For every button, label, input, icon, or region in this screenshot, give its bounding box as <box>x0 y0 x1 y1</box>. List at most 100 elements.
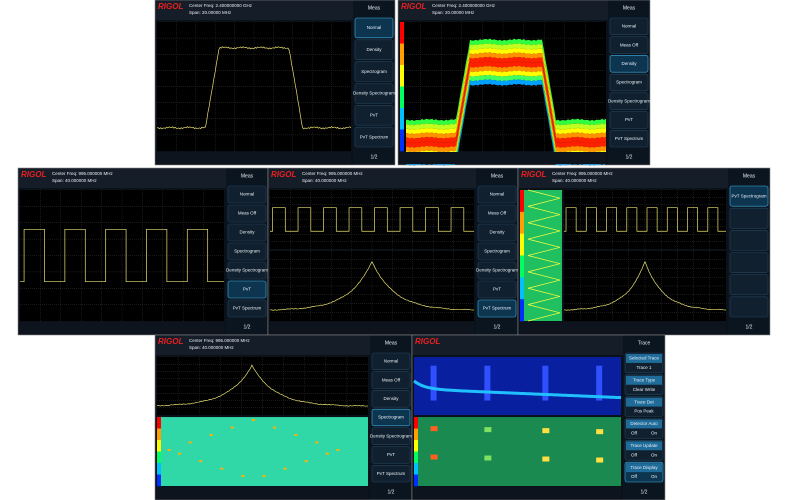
spectrogram-dot <box>199 460 203 463</box>
menu-label: Normal <box>367 25 382 30</box>
menu-button[interactable] <box>371 371 411 389</box>
menu-title: Meas <box>743 173 756 179</box>
menu-button[interactable] <box>371 427 411 445</box>
span: Span: 40.000000 MHz <box>52 178 98 183</box>
center-freq: Center Freq: 995.000000 MHz <box>302 171 364 176</box>
menu-label: Meas Off <box>488 211 507 216</box>
menu-button[interactable] <box>227 299 267 318</box>
menu-button[interactable] <box>371 390 411 408</box>
menu-button[interactable] <box>477 204 517 223</box>
menu-sub-bg <box>626 441 662 451</box>
spectrum-trace <box>156 364 369 407</box>
center-freq: Center Freq: 995.000000 MHz <box>552 171 614 176</box>
menu-sub-label: Detector Auto <box>630 421 658 426</box>
page-indicator: 1/2 <box>641 489 648 495</box>
menu-button[interactable] <box>729 230 769 251</box>
menu-button[interactable] <box>371 408 411 427</box>
menu-button[interactable] <box>477 299 517 318</box>
menu-label: PvT <box>625 117 633 122</box>
spectrogram-dot <box>336 448 340 451</box>
menu-button[interactable] <box>227 280 267 299</box>
menu-button[interactable] <box>477 185 517 204</box>
spectrogram <box>414 417 621 486</box>
menu-sub-label: Trace Update <box>630 443 658 448</box>
header-bar <box>268 168 476 188</box>
spectrogram-pattern <box>527 189 561 322</box>
menu-button[interactable] <box>609 129 649 148</box>
menu-button[interactable] <box>354 39 394 60</box>
menu-button[interactable] <box>227 185 267 204</box>
menu-label: Spectrogram <box>234 249 260 254</box>
menu-button[interactable] <box>354 61 394 82</box>
page-indicator: 1/2 <box>244 324 251 330</box>
menu-label: PvT <box>493 287 501 292</box>
menu-sub-bg <box>626 463 662 473</box>
menu-label: Density <box>239 230 255 235</box>
menu-button[interactable] <box>729 296 769 318</box>
spectrogram-dot <box>325 452 329 455</box>
menu-button[interactable] <box>354 17 394 39</box>
menu-button[interactable] <box>477 223 517 242</box>
menu-title: Meas <box>491 173 504 179</box>
menu-button[interactable] <box>609 55 649 73</box>
menu-label: Normal <box>622 24 637 29</box>
menu-button[interactable] <box>729 207 769 229</box>
menu-label: Density <box>383 396 399 401</box>
menu-button[interactable] <box>609 17 649 36</box>
menu-button[interactable] <box>371 464 411 483</box>
color-bar <box>157 463 161 475</box>
menu-button[interactable] <box>227 204 267 223</box>
menu-label: PvT Spectrum <box>360 134 389 139</box>
menu-label: PvT Spectrum <box>615 136 644 141</box>
menu-button[interactable] <box>609 73 649 92</box>
menu-button[interactable] <box>477 280 517 299</box>
menu-sub-label: Trace Display <box>630 465 658 470</box>
menu-button[interactable] <box>609 36 649 54</box>
menu-option: Off <box>631 431 638 436</box>
logo: RIGOL <box>415 337 440 346</box>
menu-option: On <box>651 474 658 479</box>
menu-button[interactable] <box>477 261 517 280</box>
menu-button[interactable] <box>729 252 769 273</box>
menu-button[interactable] <box>371 446 411 464</box>
menu-sub-label: Trace Type <box>633 377 656 382</box>
menu-button[interactable] <box>477 242 517 261</box>
menu-button[interactable] <box>354 105 394 126</box>
menu-value: Clear Write <box>633 387 656 392</box>
footer-bar <box>520 322 726 334</box>
header-bar <box>155 0 353 20</box>
analyzer-screen: RIGOL Center Freq: 2.400000000 GHz Span: 2… <box>154 0 396 166</box>
menu-button[interactable] <box>609 111 649 129</box>
menu-label: PvT Spectrum <box>483 306 512 311</box>
menu-button[interactable] <box>354 83 394 104</box>
menu-button[interactable] <box>227 261 267 280</box>
color-bar <box>400 22 404 44</box>
logo: RIGOL <box>21 170 46 179</box>
spectrogram-block <box>596 429 604 435</box>
menu-button[interactable] <box>729 274 769 296</box>
menu-label: Spectrogram <box>361 69 387 74</box>
menu-sub-bg <box>626 354 662 363</box>
signal-bar <box>542 365 549 401</box>
menu-button[interactable] <box>729 185 769 207</box>
analyzer-screen: RIGOL Center Freq: 995.000000 MHz Span: 40… <box>154 334 413 500</box>
header-bar <box>412 335 623 355</box>
color-bar <box>520 190 524 213</box>
menu-button[interactable] <box>371 352 411 371</box>
menu-button[interactable] <box>227 223 267 242</box>
menu-button[interactable] <box>227 242 267 261</box>
spectrogram-dot <box>209 434 213 437</box>
menu-sub-bg <box>626 397 662 407</box>
spectrogram-dot <box>230 426 234 429</box>
menu-label: Density Spectrogram <box>370 433 412 438</box>
footer-bar <box>270 322 474 334</box>
menu-button[interactable] <box>609 92 649 110</box>
spectrogram-dot <box>241 475 245 478</box>
analyzer-screen: RIGOL Center Freq: 995.000000 MHz Span: 40… <box>17 167 269 336</box>
menu-title: Trace <box>638 340 651 346</box>
spectrum-trace <box>563 260 727 311</box>
color-bar <box>400 65 404 87</box>
page-indicator: 1/2 <box>371 154 378 160</box>
menu-button[interactable] <box>354 126 394 148</box>
waveform <box>564 207 726 232</box>
